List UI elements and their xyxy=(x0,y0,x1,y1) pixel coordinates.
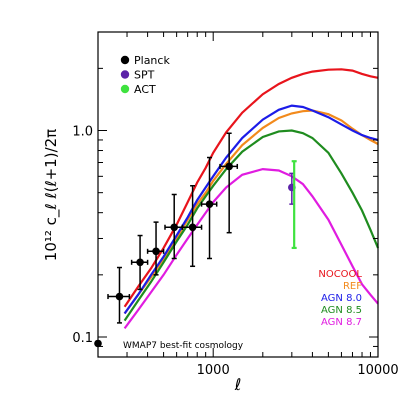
data-point-act-0 xyxy=(291,160,297,250)
data-point-planck-2 xyxy=(130,234,149,291)
axis-ticks: 1000 10000 0.1 1.0 xyxy=(72,31,399,378)
data-point-planck-3 xyxy=(146,221,165,276)
model-curves xyxy=(123,68,380,330)
y-tick-label: 1.0 xyxy=(72,125,93,140)
model-label-ref: REF xyxy=(343,281,362,292)
model-label-nocool: NOCOOL xyxy=(318,269,362,280)
legend-label: SPT xyxy=(134,69,155,82)
series-line-ref xyxy=(123,109,379,315)
y-tick-label: 0.1 xyxy=(72,331,93,346)
legend-label: ACT xyxy=(134,83,156,96)
series-line-agn-8-5 xyxy=(123,129,380,322)
legend-marker xyxy=(120,70,130,79)
observed-data-points xyxy=(94,132,297,348)
data-point-planck-6 xyxy=(200,156,218,260)
series-line-agn-8-0 xyxy=(123,104,379,315)
data-point-planck-1 xyxy=(107,266,131,324)
data-point-planck-5 xyxy=(181,185,203,268)
legend-label: Planck xyxy=(134,54,170,67)
y-axis-label: 10¹² c_ℓ ℓ(ℓ+1)/2π xyxy=(42,129,61,261)
x-tick-label: 1000 xyxy=(197,363,230,378)
model-label-agn-8-0: AGN 8.0 xyxy=(321,293,362,304)
model-label-agn-8-7: AGN 8.7 xyxy=(321,317,362,328)
series-line-agn-8-7 xyxy=(123,167,379,330)
model-label-agn-8-5: AGN 8.5 xyxy=(321,305,362,316)
legend-item-spt: SPT xyxy=(120,69,155,82)
data-point-planck-7 xyxy=(219,132,239,234)
x-tick-label: 10000 xyxy=(357,363,398,378)
cosmology-annotation: WMAP7 best-fit cosmology xyxy=(123,341,244,351)
x-axis-label: ℓ xyxy=(234,375,242,394)
plot-frame xyxy=(97,31,379,358)
legend-item-act: ACT xyxy=(120,83,156,96)
legend-marker xyxy=(120,55,130,65)
series-line-nocool xyxy=(123,68,379,308)
legend-marker xyxy=(120,84,130,94)
legend-item-planck: Planck xyxy=(120,54,170,67)
